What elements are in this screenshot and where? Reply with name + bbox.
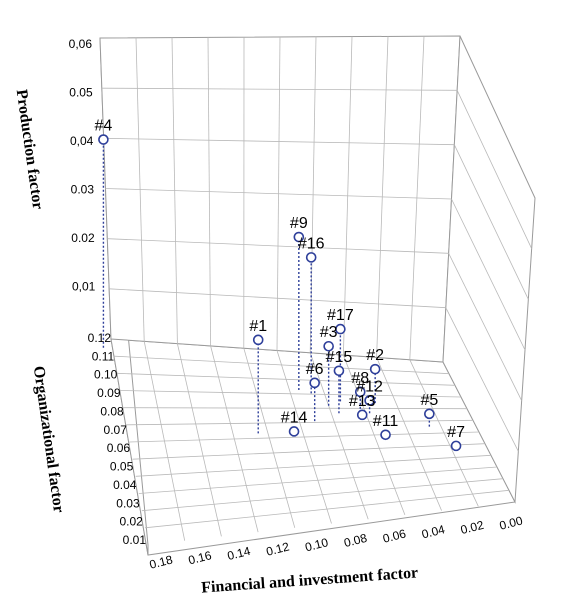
label-point-6: #6 <box>306 361 324 378</box>
y-tick-label: 0.01 <box>123 533 147 547</box>
marker-point-13 <box>356 409 368 421</box>
x-tick-label: 0.02 <box>459 518 485 537</box>
x-tick-label: 0.04 <box>420 522 446 541</box>
x-tick-label: 0.14 <box>226 544 252 563</box>
x-tick-label: 0.00 <box>498 513 524 532</box>
marker-point-7 <box>450 440 462 452</box>
z-tick-label: 0.05 <box>69 86 93 100</box>
back-wall <box>99 35 461 363</box>
label-point-8: #8 <box>351 370 369 387</box>
label-point-5: #5 <box>420 392 438 409</box>
label-point-1: #1 <box>249 318 267 335</box>
marker-point-17 <box>335 323 346 335</box>
label-point-11: #11 <box>373 413 399 430</box>
label-point-17: #17 <box>327 307 354 324</box>
marker-point-12 <box>364 395 375 406</box>
y-tick-label: 0.12 <box>88 331 112 345</box>
label-point-7: #7 <box>447 424 465 441</box>
label-point-9: #9 <box>290 215 308 232</box>
marker-point-8 <box>354 386 366 398</box>
x-tick-label: 0.16 <box>187 548 213 567</box>
label-point-12: #12 <box>356 378 383 395</box>
label-point-16: #16 <box>298 235 325 252</box>
label-point-15: #15 <box>326 349 353 366</box>
marker-point-15 <box>333 365 345 377</box>
point-labels: #4 #9 #16 #1 #17#3 #15#6 #2 #8#12#13 #14 #5 #11 #7 <box>95 118 466 441</box>
marker-point-2 <box>369 363 381 375</box>
y-tick-label: 0.04 <box>113 478 137 492</box>
marker-point-5 <box>424 408 435 420</box>
x-tick-label: 0.06 <box>381 526 407 545</box>
y-tick-label: 0.05 <box>110 460 134 474</box>
label-point-4: #4 <box>95 118 113 135</box>
z-tick-label: 0,04 <box>70 134 94 148</box>
y-tick-label: 0.09 <box>97 386 121 400</box>
z-tick-label: 0.02 <box>71 231 95 245</box>
marker-point-14 <box>288 426 300 437</box>
y-tick-label: 0.10 <box>94 368 118 382</box>
marker-point-1 <box>252 334 264 346</box>
x-tick-label: 0.18 <box>148 552 174 571</box>
marker-point-3 <box>323 340 334 352</box>
marker-point-16 <box>305 252 317 263</box>
x-tick-label: 0.10 <box>304 535 330 554</box>
z-tick-label: 0,06 <box>69 37 93 51</box>
z-tick-label: 0,01 <box>72 280 96 294</box>
y-tick-label: 0.11 <box>92 349 115 363</box>
y-tick-label: 0.02 <box>119 515 143 529</box>
y-tick-label: 0.08 <box>100 404 124 418</box>
markers <box>98 134 462 452</box>
x-tick-label: 0.12 <box>265 539 291 558</box>
z-tick-labels: 0,01 0.02 0.03 0,04 0.05 0,06 <box>69 37 96 294</box>
marker-point-11 <box>380 429 391 441</box>
y-tick-labels: 0.01 0.02 0.03 0.04 0.05 0.06 0.07 0.08 0.09 0.10… <box>88 331 147 547</box>
label-point-3: #3 <box>320 324 338 341</box>
label-point-14: #14 <box>281 409 308 426</box>
y-tick-label: 0.07 <box>104 423 128 437</box>
stems <box>102 139 457 451</box>
label-point-13: #13 <box>349 393 376 410</box>
z-tick-label: 0.03 <box>71 183 95 197</box>
x-tick-label: 0.08 <box>342 531 368 550</box>
marker-point-9 <box>293 231 305 243</box>
marker-point-6 <box>309 377 320 389</box>
y-tick-label: 0.03 <box>116 496 140 510</box>
gridlines <box>101 36 533 541</box>
x-axis-title: Financial and investment factor <box>201 564 419 596</box>
x-tick-labels: 0.18 0.16 0.14 0.12 0.10 0.08 0.06 0.04 0.02 0.00 <box>148 513 524 571</box>
y-tick-label: 0.06 <box>107 441 131 455</box>
marker-point-4 <box>98 134 109 145</box>
y-axis-title: Organizational factor <box>30 365 67 514</box>
label-point-2: #2 <box>366 347 384 364</box>
z-axis-title: Production factor <box>13 88 47 210</box>
